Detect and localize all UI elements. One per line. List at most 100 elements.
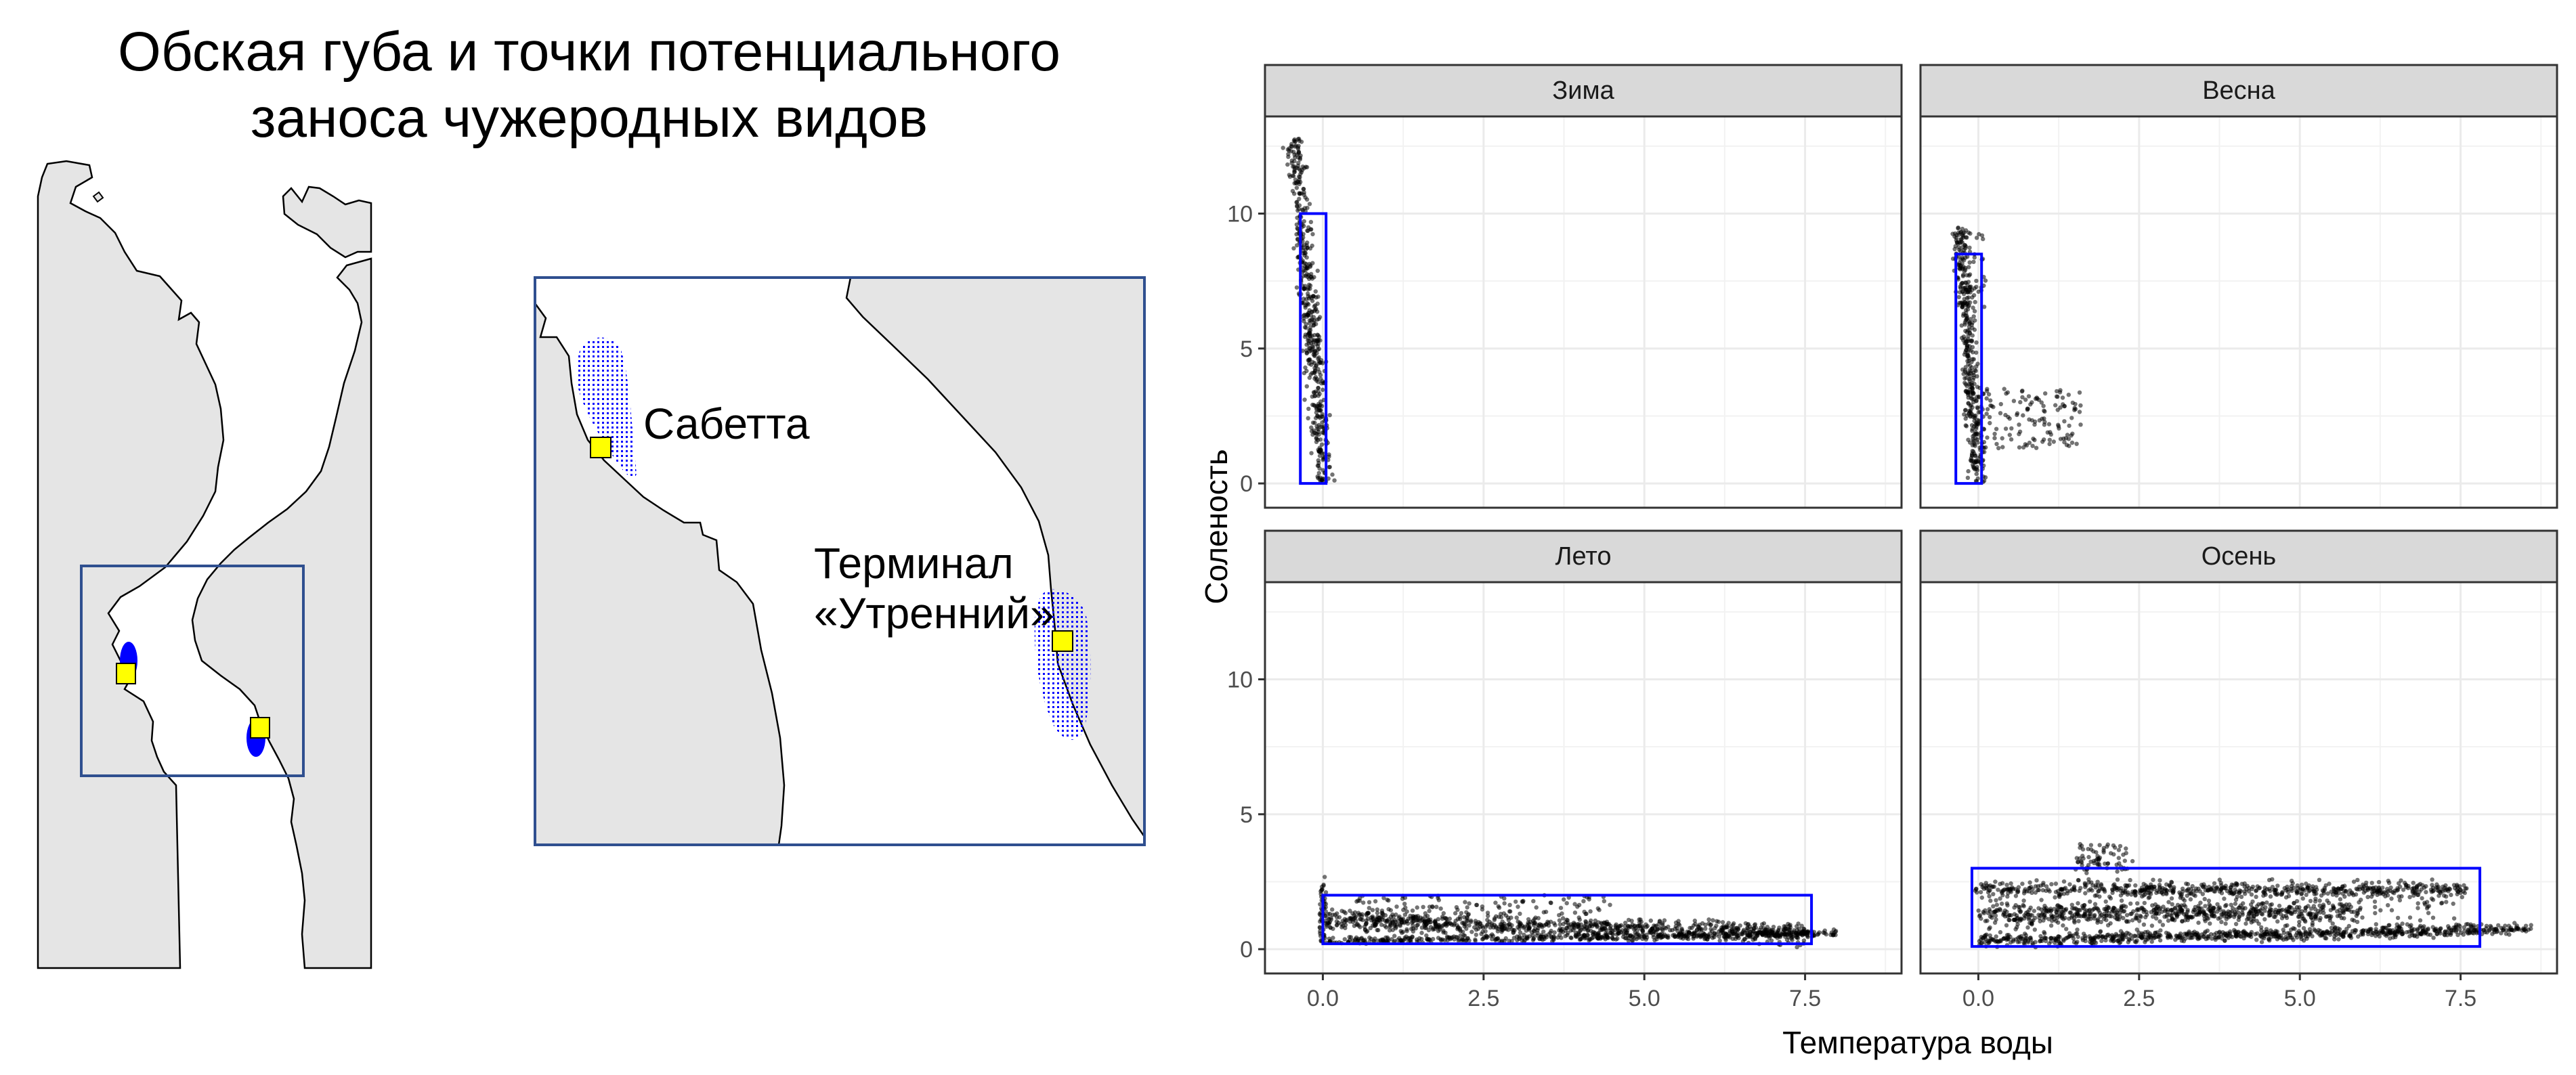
panel-2-point [1593,922,1598,927]
panel-3-point [2260,912,2264,917]
panel-2-point [1441,911,1446,916]
panel-3-point [1994,902,1999,907]
panel-2-strip [1264,529,1903,584]
panel-3-point [2262,931,2267,937]
panel-1-point [1965,300,1971,305]
panel-2-point [1516,904,1520,909]
panel-3-point [2387,929,2392,934]
panel-1-point [1970,386,1975,391]
panel-3-point [2299,912,2304,917]
panel-1-point [1965,343,1970,348]
panel-1-point [1954,236,1959,240]
panel-3-point [2323,936,2327,941]
panel-1-point [1968,374,1973,379]
panel-3-point [2273,887,2279,892]
panel-2-point [1552,930,1557,935]
panel-1-border [1919,115,2558,509]
panel-3-point [2304,881,2309,886]
map-figure: Сабетта Терминал «Утренний» [37,160,1146,969]
panel-2-point [1339,925,1344,929]
panel-1-point [2073,401,2078,407]
panel-3-point [2118,843,2123,849]
panel-0-point [1321,477,1326,481]
panel-1-point [1969,458,1975,463]
panel-1-point [1981,236,1985,242]
panel-1-point [1966,295,1971,300]
panel-3-point [2282,885,2287,891]
panel-2-point [1331,936,1335,940]
panel-1-point [1959,237,1964,242]
panel-3-point [2236,910,2241,915]
panel-0-point [1316,393,1321,398]
panel-1-point [2074,441,2079,446]
panel-1-point [1971,305,1975,310]
panel-0-point [1303,195,1308,200]
panel-1-point [2020,395,2025,399]
panel-2-point [1564,901,1569,906]
panel-3-point [2249,929,2254,935]
panel-1-point [1985,435,1990,440]
panel-1-point [1974,284,1979,289]
panel-2-point [1390,937,1394,942]
panel-2-point [1463,922,1468,927]
panel-3-point [2101,886,2106,892]
panel-3-point [2077,888,2082,894]
panel-1-range-box [1954,253,1983,485]
panel-0-point [1290,189,1295,194]
panel-2-point [1404,909,1409,914]
panel-1-point [2030,400,2034,405]
panel-3-point [2145,913,2149,917]
panel-1-point [1984,412,1989,416]
panel-3-point [2076,919,2081,923]
y-axis-title: Соленость [1199,449,1234,604]
panel-2-point [1487,919,1492,925]
panel-0-point [1310,359,1315,364]
panel-2-point [1723,934,1727,939]
panel-3-point [2197,936,2202,940]
panel-0-point [1304,271,1310,277]
panel-3-point [2279,891,2285,896]
panel-3-point [2325,914,2330,919]
panel-2-point [1530,933,1535,938]
panel-3-point [2193,894,2197,898]
panel-3-point [2344,888,2348,894]
panel-1-point [1971,350,1975,355]
panel-0-point [1318,372,1323,378]
panel-2-point [1423,922,1428,927]
panel-3-point [2424,906,2430,911]
panel-2-point [1502,901,1507,906]
inset-west-land [534,301,786,846]
panel-3-point [2300,896,2305,901]
panel-3-point [2407,915,2413,920]
panel-1-point [1971,439,1976,443]
panel-1-point [1994,441,1999,447]
panel-2-point [1557,918,1562,923]
panel-3-point [2122,908,2127,914]
panel-2-point [1323,875,1327,879]
panel-3-point [2277,903,2282,908]
panel-2-point [1367,900,1372,905]
panel-2-point [1629,919,1634,923]
panel-3-point [2054,919,2059,923]
panel-0-point [1295,243,1300,248]
panel-3-point [2466,927,2470,932]
panel-2-point [1458,915,1463,919]
panel-3-point [2449,928,2455,933]
panel-2-point [1578,936,1583,942]
panel-3-point [2313,896,2318,901]
panel-2-point [1428,925,1434,929]
panel-3-point [2206,898,2212,903]
panel-1-point [1963,365,1968,370]
panel-2-point [1399,919,1404,925]
panel-3-point [2280,907,2285,913]
panel-2-point [1541,929,1546,934]
panel-3-point [2484,926,2489,931]
panel-1-plot-area [1920,116,2557,508]
panel-2-point [1364,918,1369,923]
panel-3-point [2249,934,2254,940]
panel-0-point [1308,264,1313,269]
panel-3-point [2134,917,2139,921]
panel-2-point [1790,938,1795,942]
panel-2-point [1697,925,1702,931]
panel-1-point [1960,280,1965,286]
